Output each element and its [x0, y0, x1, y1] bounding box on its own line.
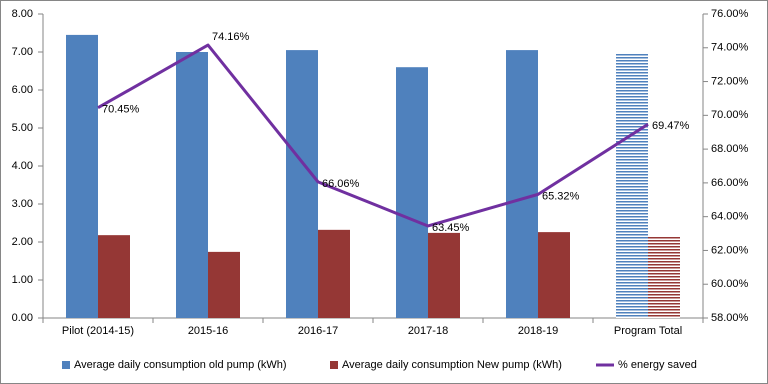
x-tick-label: 2016-17: [298, 325, 338, 337]
bar: [538, 232, 570, 318]
y-tick-label: 2.00: [12, 236, 33, 248]
y-tick-label: 0.00: [12, 312, 33, 324]
y2-tick-label: 70.00%: [711, 109, 749, 121]
x-tick-label: 2017-18: [408, 325, 448, 337]
bar: [176, 52, 208, 318]
y-tick-label: 5.00: [12, 122, 33, 134]
data-label: 70.45%: [102, 104, 140, 116]
y-tick-label: 7.00: [12, 46, 33, 58]
legend-label: Average daily consumption old pump (kWh): [74, 359, 287, 371]
legend-label: Average daily consumption New pump (kWh): [342, 359, 562, 371]
data-label: 74.16%: [212, 31, 250, 43]
y2-tick-label: 66.00%: [711, 177, 749, 189]
y2-tick-label: 64.00%: [711, 211, 749, 223]
data-label: 65.32%: [542, 190, 580, 202]
line: [97, 43, 649, 228]
y2-tick-label: 68.00%: [711, 143, 749, 155]
x-tick-label: 2018-19: [518, 325, 558, 337]
y2-tick-label: 60.00%: [711, 278, 749, 290]
bar: [318, 229, 350, 318]
data-label: 63.45%: [432, 222, 470, 234]
legend-label: % energy saved: [618, 359, 697, 371]
y2-tick-label: 76.00%: [711, 8, 749, 20]
y-tick-label: 8.00: [12, 8, 33, 20]
legend-swatch: [330, 361, 338, 369]
bar: [98, 235, 130, 318]
x-tick-label: Program Total: [614, 325, 682, 337]
bar: [66, 34, 98, 319]
data-label: 66.06%: [322, 178, 360, 190]
data-label: 69.47%: [652, 120, 690, 132]
y-tick-label: 3.00: [12, 198, 33, 210]
bar: [286, 50, 318, 318]
x-tick-label: Pilot (2014-15): [62, 325, 134, 337]
x-tick-label: 2015-16: [188, 325, 228, 337]
bar: [648, 235, 680, 318]
bar: [616, 53, 648, 318]
y-tick-label: 4.00: [12, 160, 33, 172]
y2-tick-label: 74.00%: [711, 42, 749, 54]
bar: [506, 50, 538, 318]
legend-swatch: [62, 361, 70, 369]
y2-tick-label: 58.00%: [711, 312, 749, 324]
y-tick-label: 6.00: [12, 84, 33, 96]
bar: [208, 251, 240, 318]
bar: [428, 232, 460, 318]
y-tick-label: 1.00: [12, 274, 33, 286]
bar: [396, 67, 428, 318]
y2-tick-label: 72.00%: [711, 75, 749, 87]
y2-tick-label: 62.00%: [711, 244, 749, 256]
